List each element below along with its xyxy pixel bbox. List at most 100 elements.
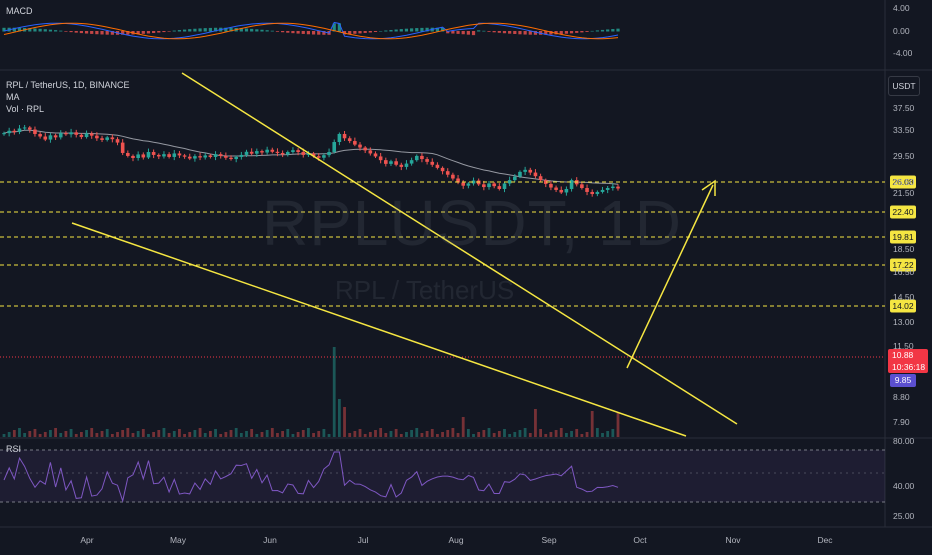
- candle-body: [451, 174, 455, 179]
- macd-histogram-bar: [33, 28, 37, 32]
- macd-histogram-bar: [172, 30, 176, 32]
- candle-body: [399, 164, 404, 167]
- candle-body: [414, 155, 419, 161]
- volume-bar: [291, 434, 295, 437]
- volume-bar: [477, 432, 481, 437]
- macd-histogram-bar: [487, 31, 491, 32]
- candle-body: [420, 155, 424, 160]
- time-axis-label: Nov: [725, 535, 741, 545]
- volume-bar: [126, 428, 130, 437]
- macd-histogram-bar: [64, 31, 68, 32]
- candle-body: [301, 152, 306, 155]
- volume-bar: [203, 433, 207, 437]
- macd-histogram-bar: [389, 29, 393, 32]
- volume-bar: [405, 432, 408, 437]
- price-axis-tick: 14.50: [893, 292, 915, 302]
- macd-histogram-bar: [384, 30, 388, 32]
- volume-bar: [461, 417, 465, 437]
- volume-bar: [492, 433, 496, 437]
- candle-body: [224, 155, 228, 158]
- volume-bar: [208, 431, 212, 437]
- candle-body: [234, 156, 238, 160]
- volume-bar: [523, 428, 527, 437]
- time-axis-label: Oct: [633, 535, 647, 545]
- volume-bar: [2, 434, 6, 437]
- volume-bar: [430, 429, 434, 437]
- time-axis-label: May: [170, 535, 187, 545]
- volume-bar: [348, 433, 352, 437]
- volume-bar: [358, 429, 362, 437]
- price-axis-tick: 29.50: [893, 151, 915, 161]
- watermark-symbol: RPLUSDT, 1D: [262, 187, 682, 259]
- candle-body: [518, 171, 522, 177]
- volume-bar: [224, 432, 228, 437]
- macd-histogram-bar: [152, 31, 156, 34]
- macd-histogram-bar: [606, 29, 610, 32]
- volume-bar: [162, 428, 166, 437]
- volume-bar: [518, 430, 522, 437]
- candle-body: [394, 161, 398, 165]
- volume-bar: [337, 399, 341, 437]
- candle-body: [141, 154, 146, 158]
- candle-body: [280, 152, 285, 155]
- candle-body: [151, 152, 156, 155]
- price-axis-tick: 11.50: [893, 341, 914, 351]
- time-axis-label: Jul: [358, 535, 369, 545]
- volume-bar: [74, 434, 78, 437]
- macd-histogram-bar: [255, 29, 259, 32]
- volume-bar: [343, 407, 346, 437]
- level-tag: [890, 299, 916, 313]
- macd-histogram-bar: [492, 31, 496, 33]
- macd-histogram-bar: [477, 30, 481, 32]
- candle-body: [285, 152, 290, 155]
- macd-histogram-bar: [595, 30, 599, 32]
- volume-bar: [585, 432, 589, 437]
- rsi-pane: [0, 449, 885, 503]
- candle-body: [513, 176, 517, 181]
- macd-histogram-bar: [373, 31, 378, 32]
- volume-label[interactable]: Vol · RPL: [6, 104, 45, 114]
- macd-histogram-bar: [332, 23, 336, 32]
- candle-body: [53, 135, 58, 138]
- macd-histogram-bar: [513, 31, 517, 35]
- candle-body: [384, 160, 388, 164]
- volume-bar: [301, 430, 305, 437]
- volume-bar: [472, 434, 475, 437]
- candle-body: [425, 159, 429, 162]
- volume-bar: [69, 429, 73, 437]
- volume-bar: [399, 434, 403, 437]
- rsi-label[interactable]: RSI: [6, 444, 22, 454]
- candle-body: [342, 133, 347, 139]
- currency-selector[interactable]: USDT: [888, 76, 920, 96]
- volume-bar: [539, 429, 543, 437]
- candle-body: [58, 133, 63, 138]
- volume-bar: [549, 432, 553, 437]
- current-price: 10.88: [892, 350, 914, 360]
- candle-body: [187, 156, 192, 159]
- candle-body: [332, 142, 337, 153]
- candle-body: [33, 129, 37, 134]
- current-price-tag: 10.88 10:36:18: [888, 349, 928, 373]
- macd-histogram-bar: [48, 29, 53, 32]
- macd-histogram-bar: [497, 31, 501, 33]
- candle-body: [559, 189, 564, 193]
- macd-histogram-bar: [311, 31, 316, 35]
- macd-histogram-bar: [518, 31, 522, 35]
- candle-body: [316, 156, 321, 158]
- macd-histogram-bar: [146, 31, 151, 34]
- macd-histogram-bar: [415, 28, 419, 32]
- moving-average: [3, 129, 619, 185]
- candle-body: [244, 151, 249, 155]
- candle-body: [322, 155, 326, 158]
- volume-bar: [100, 431, 104, 437]
- rsi-line: [3, 451, 619, 503]
- price-axis-tick: 18.50: [893, 244, 915, 254]
- macd-label[interactable]: MACD: [6, 6, 33, 16]
- candle-body: [115, 139, 120, 143]
- candle-body: [507, 180, 512, 184]
- candle-body: [327, 152, 331, 156]
- symbol-title[interactable]: RPL / TetherUS, 1D, BINANCE: [6, 80, 130, 90]
- candle-body: [502, 183, 507, 189]
- ma-label[interactable]: MA: [6, 92, 20, 102]
